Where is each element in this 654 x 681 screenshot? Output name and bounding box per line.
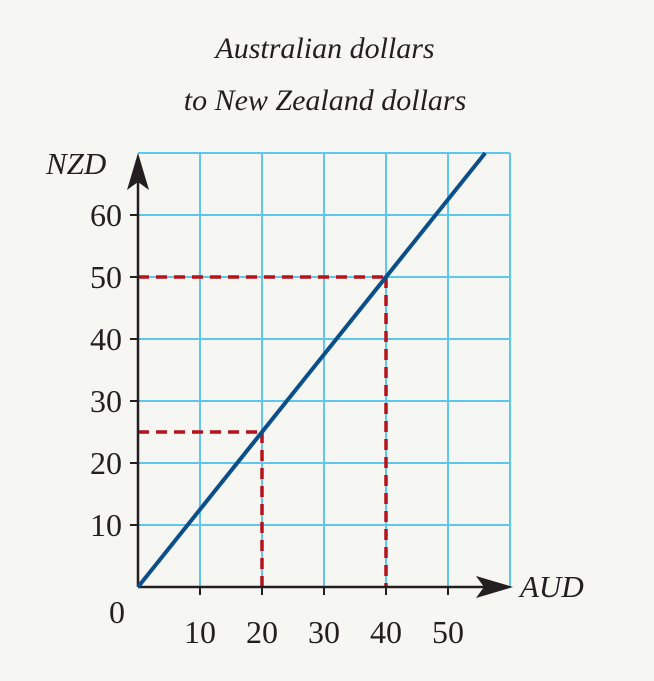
y-tick-label: 40	[90, 321, 122, 357]
y-axis-label: NZD	[45, 146, 106, 181]
tick-labels: 10 20 30 40 50 10 20 30 40 50 60	[90, 197, 464, 650]
x-axis-label: AUD	[518, 569, 584, 604]
y-tick-label: 60	[90, 197, 122, 233]
x-tick-label: 30	[308, 614, 340, 650]
y-tick-label: 50	[90, 259, 122, 295]
x-tick-label: 50	[432, 614, 464, 650]
y-tick-label: 20	[90, 445, 122, 481]
x-tick-label: 40	[370, 614, 402, 650]
grid	[138, 152, 511, 587]
x-tick-label: 20	[246, 614, 278, 650]
y-tick-label: 30	[90, 383, 122, 419]
conversion-line	[136, 151, 487, 589]
chart-title-line-1: Australian dollars	[213, 32, 434, 65]
x-tick-label: 10	[184, 614, 216, 650]
x-axis-arrow-icon	[476, 576, 513, 598]
reference-lines	[138, 275, 388, 587]
chart-title-line-2: to New Zealand dollars	[184, 84, 467, 117]
origin-label: 0	[109, 594, 125, 630]
y-tick-label: 10	[90, 507, 122, 543]
y-axis-arrow-icon	[127, 153, 149, 190]
series-layer	[136, 151, 487, 589]
axes	[127, 153, 513, 598]
